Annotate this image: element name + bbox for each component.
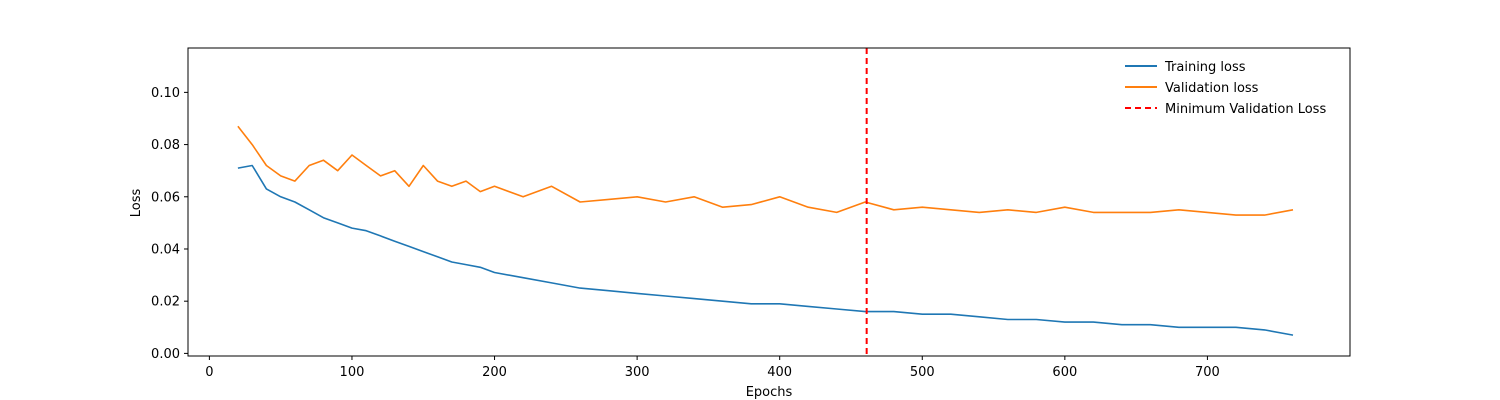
y-tick-label: 0.08	[151, 138, 180, 153]
x-tick-label: 500	[910, 365, 935, 380]
y-tick-label: 0.10	[151, 86, 180, 101]
y-tick-label: 0.00	[151, 347, 180, 362]
x-tick-label: 600	[1052, 365, 1077, 380]
legend-label-training: Training loss	[1164, 60, 1246, 75]
y-tick-label: 0.06	[151, 190, 180, 205]
x-tick-label: 300	[625, 365, 650, 380]
x-tick-label: 700	[1195, 365, 1220, 380]
legend-label-validation: Validation loss	[1165, 81, 1259, 96]
legend-label-min-validation: Minimum Validation Loss	[1165, 102, 1326, 117]
x-tick-label: 400	[767, 365, 792, 380]
legend: Training loss Validation loss Minimum Va…	[1125, 60, 1326, 117]
training-loss-line	[237, 164, 1294, 336]
x-axis-label: Epochs	[746, 385, 793, 400]
y-tick-label: 0.04	[151, 242, 180, 257]
x-axis-ticks: 0 100 200 300 400 500 600 700	[205, 356, 1220, 380]
y-tick-label: 0.02	[151, 295, 180, 310]
x-tick-label: 200	[482, 365, 507, 380]
x-tick-label: 0	[205, 365, 213, 380]
y-axis-ticks: 0.00 0.02 0.04 0.06 0.08 0.10	[151, 86, 188, 362]
y-axis-label: Loss	[129, 189, 144, 218]
x-tick-label: 100	[340, 365, 365, 380]
plot-frame	[187, 47, 1351, 357]
validation-loss-line	[237, 125, 1294, 216]
plot-layer	[237, 48, 1294, 356]
